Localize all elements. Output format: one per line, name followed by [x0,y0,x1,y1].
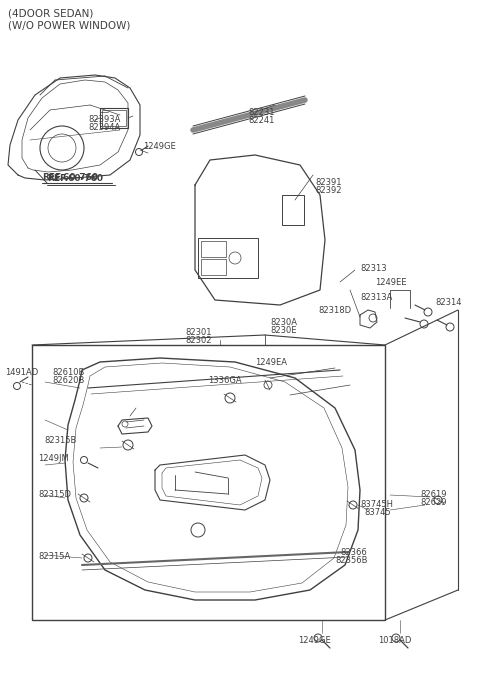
Text: (4DOOR SEDAN): (4DOOR SEDAN) [8,8,94,18]
Text: 82610B: 82610B [52,368,84,377]
Text: 82629: 82629 [420,498,446,507]
Text: 82392: 82392 [315,186,341,195]
Text: 82366: 82366 [340,548,367,557]
Bar [201,241,226,257]
Bar [100,108,128,128]
Text: 83745H: 83745H [360,500,393,509]
Text: 82314: 82314 [435,298,461,307]
Bar [282,195,304,225]
Text: 83745: 83745 [364,508,391,517]
Bar [102,110,126,126]
Text: 1018AD: 1018AD [378,636,411,645]
Text: (W/O POWER WINDOW): (W/O POWER WINDOW) [8,20,131,30]
Text: 82231: 82231 [248,108,275,117]
Text: 82301: 82301 [185,328,212,337]
Text: 82393A: 82393A [88,115,120,124]
Text: 8230E: 8230E [270,326,297,335]
Text: 82315B: 82315B [44,436,76,445]
Text: 82318D: 82318D [318,306,351,315]
Bar [198,238,258,278]
Text: 82302: 82302 [185,336,212,345]
Text: 1249JM: 1249JM [38,454,69,463]
Text: 82315D: 82315D [38,490,71,499]
Text: 1336GA: 1336GA [208,376,241,385]
Text: 82313: 82313 [360,264,386,273]
Text: 82394A: 82394A [88,123,120,132]
Text: 82356B: 82356B [335,556,368,565]
Text: 82241: 82241 [248,116,275,125]
Text: 82620B: 82620B [52,376,84,385]
Text: 82391: 82391 [315,178,341,187]
Text: REF.60-760: REF.60-760 [42,173,98,182]
Text: REF.60-760: REF.60-760 [47,174,103,183]
Text: 82619: 82619 [420,490,446,499]
Text: 1249GE: 1249GE [298,636,331,645]
Text: 82313A: 82313A [360,293,392,302]
Text: 8230A: 8230A [270,318,297,327]
Text: 82315A: 82315A [38,552,70,561]
Text: 1249EE: 1249EE [375,278,407,287]
Text: 1249EA: 1249EA [255,358,287,367]
Bar [32,345,385,620]
Text: 1249GE: 1249GE [143,142,176,151]
Text: 1491AD: 1491AD [5,368,38,377]
Bar [201,259,226,275]
